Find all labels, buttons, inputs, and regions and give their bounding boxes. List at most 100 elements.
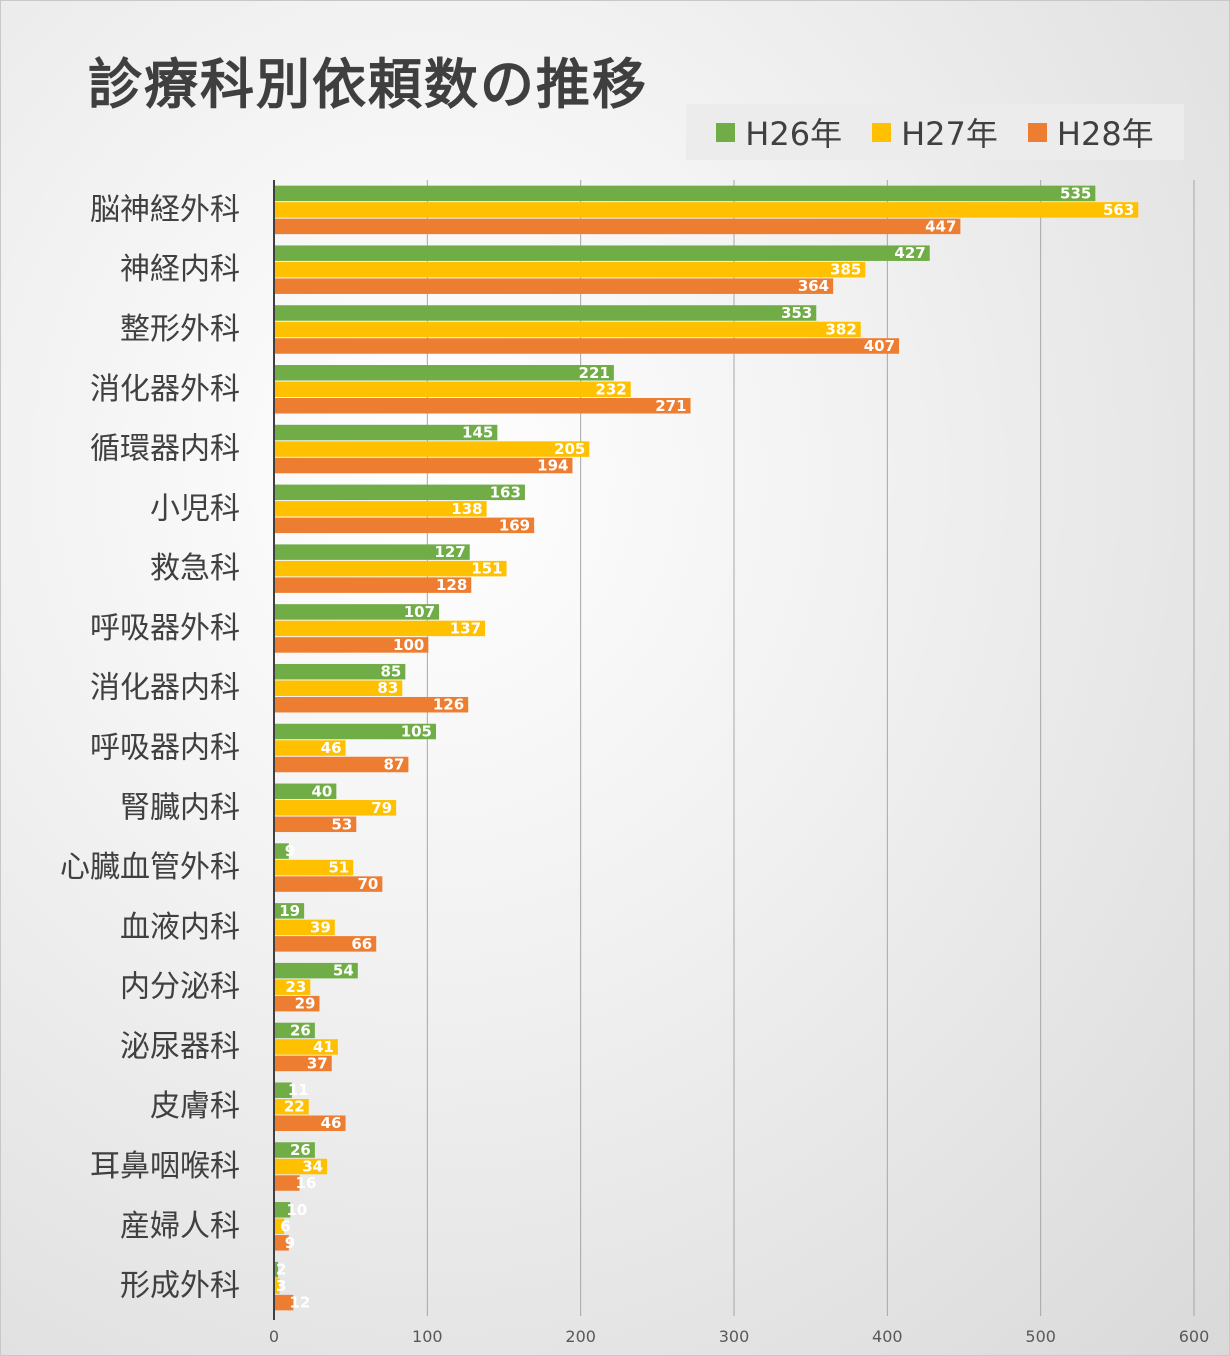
category-label: 血液内科 <box>120 910 240 945</box>
data-label: 107 <box>404 603 435 621</box>
data-label: 87 <box>384 756 405 774</box>
x-tick-label: 600 <box>1179 1327 1210 1346</box>
bar <box>275 740 346 756</box>
data-label: 46 <box>321 1114 342 1132</box>
category-label: 心臓血管外科 <box>60 850 240 885</box>
bar <box>275 245 930 261</box>
category-label: 小児科 <box>150 491 240 526</box>
bar <box>275 1175 300 1191</box>
bar <box>275 278 834 294</box>
data-label: 151 <box>471 560 502 578</box>
category-label: 産婦人科 <box>120 1209 240 1244</box>
bar <box>275 620 486 637</box>
legend-label-h27: H27年 <box>901 115 998 153</box>
bar <box>275 501 487 517</box>
bar <box>275 1115 346 1131</box>
bar <box>275 637 429 653</box>
legend-swatch-h27 <box>872 122 892 142</box>
bar <box>275 1202 291 1218</box>
bar <box>275 1294 294 1311</box>
data-label: 137 <box>450 619 481 637</box>
bar <box>275 783 337 800</box>
data-label: 53 <box>331 815 352 833</box>
data-label: 85 <box>380 663 401 681</box>
data-label: 127 <box>434 543 465 561</box>
bar <box>275 1082 292 1098</box>
bar <box>275 1218 285 1235</box>
data-label: 145 <box>462 424 493 442</box>
data-label: 128 <box>436 576 467 594</box>
bar <box>275 995 320 1012</box>
bar <box>275 424 498 441</box>
data-label: 407 <box>864 337 895 355</box>
data-label: 79 <box>371 799 392 817</box>
bar <box>275 1039 338 1055</box>
bar <box>275 723 436 740</box>
bar <box>275 843 289 859</box>
data-label: 105 <box>401 723 432 741</box>
data-label: 169 <box>499 516 530 534</box>
category-label: 呼吸器外科 <box>90 611 240 646</box>
bar <box>275 338 900 354</box>
data-label: 34 <box>302 1158 323 1176</box>
category-label: 消化器内科 <box>90 671 240 706</box>
x-tick-label: 100 <box>412 1327 443 1346</box>
data-label: 427 <box>894 244 925 262</box>
bar <box>275 1142 315 1158</box>
bar <box>275 218 961 235</box>
data-label: 2 <box>276 1261 286 1279</box>
category-label: 救急科 <box>150 551 240 586</box>
category-label: 整形外科 <box>120 312 240 347</box>
bar <box>275 696 469 713</box>
data-label: 51 <box>328 859 349 877</box>
data-label: 16 <box>296 1174 317 1192</box>
bar <box>275 903 305 919</box>
legend-swatch-h26 <box>716 122 736 142</box>
data-label: 3 <box>276 1277 286 1295</box>
data-label: 29 <box>295 995 316 1013</box>
data-label: 271 <box>655 397 686 415</box>
category-label: 神経内科 <box>120 252 240 287</box>
data-label: 138 <box>451 500 482 518</box>
legend-swatch-h28 <box>1027 122 1047 142</box>
legend-item-h27: H27年 <box>872 109 998 155</box>
bar <box>275 517 535 534</box>
data-label: 447 <box>925 217 956 235</box>
category-label: 脳神経外科 <box>90 192 240 227</box>
bar <box>275 816 357 833</box>
data-label: 194 <box>537 457 568 475</box>
data-label: 37 <box>307 1054 328 1072</box>
bar <box>275 381 631 398</box>
bar <box>275 1278 280 1294</box>
data-label: 70 <box>357 875 378 893</box>
legend: H26年 H27年 H28年 <box>686 104 1184 160</box>
bar <box>275 1055 332 1072</box>
data-label: 353 <box>781 304 812 322</box>
data-label: 11 <box>288 1081 309 1099</box>
x-tick-label: 200 <box>565 1327 596 1346</box>
bar <box>275 800 397 816</box>
data-label: 232 <box>595 380 626 398</box>
data-label: 41 <box>313 1038 334 1056</box>
data-label: 364 <box>798 277 829 295</box>
category-label: 耳鼻咽喉科 <box>90 1149 240 1184</box>
data-label: 19 <box>279 902 300 920</box>
bar <box>275 1098 309 1115</box>
data-label: 9 <box>285 1234 295 1252</box>
x-tick-label: 300 <box>719 1327 750 1346</box>
bar <box>275 261 866 278</box>
data-label: 100 <box>393 636 424 654</box>
bar <box>275 365 614 381</box>
bar <box>275 321 861 338</box>
data-label: 535 <box>1060 184 1091 202</box>
bar <box>275 979 311 995</box>
data-label: 26 <box>290 1141 311 1159</box>
data-label: 205 <box>554 440 585 458</box>
bar <box>275 936 377 952</box>
data-label: 22 <box>284 1098 305 1116</box>
bar <box>275 919 335 936</box>
chart-title: 診療科別依頼数の推移 <box>88 53 648 116</box>
bar <box>275 663 406 680</box>
data-label: 40 <box>311 782 332 800</box>
bar <box>275 680 403 696</box>
